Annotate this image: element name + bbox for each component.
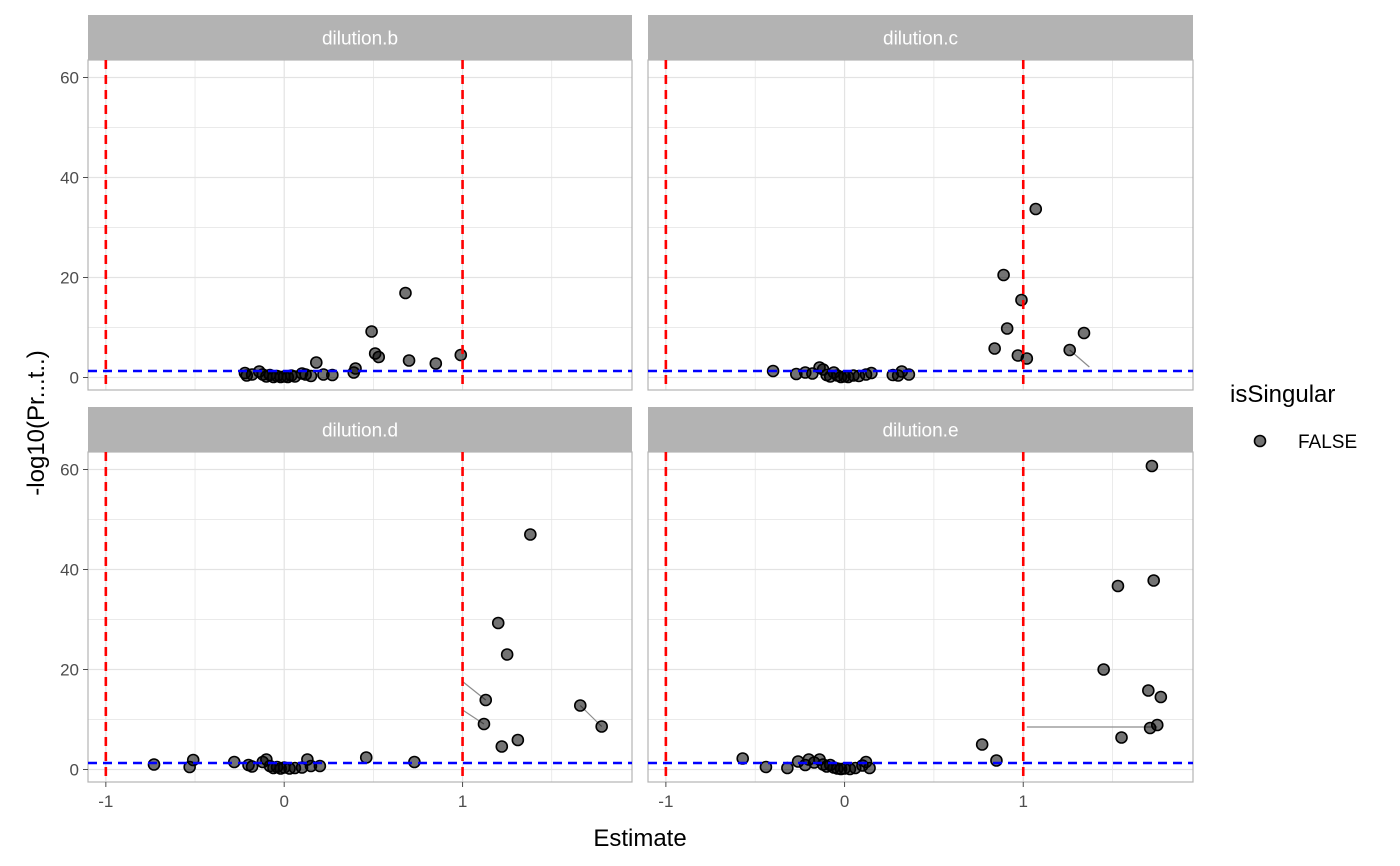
panel-border — [647, 451, 1194, 783]
data-point — [1097, 663, 1110, 676]
data-point — [365, 325, 378, 338]
facet-panel: dilution.e — [647, 407, 1194, 783]
x-tick-label: 0 — [279, 792, 288, 811]
y-tick-label: 20 — [60, 269, 79, 288]
data-point — [402, 354, 416, 367]
legend: isSingular FALSE — [1230, 381, 1357, 453]
legend-title: isSingular — [1230, 381, 1335, 408]
data-point — [349, 362, 362, 375]
x-axis-title: Estimate — [593, 825, 686, 852]
data-point — [997, 268, 1010, 282]
y-tick-label: 0 — [70, 369, 79, 388]
data-point — [1145, 459, 1159, 473]
data-point — [1029, 202, 1043, 216]
data-point — [1147, 574, 1160, 587]
x-tick-label: -1 — [658, 792, 673, 811]
y-tick-label: 60 — [60, 69, 79, 88]
data-point — [304, 369, 318, 383]
legend-label-false: FALSE — [1298, 432, 1357, 453]
facet-strip — [88, 15, 632, 60]
data-point — [372, 350, 386, 364]
data-point — [595, 720, 608, 733]
legend-key-point — [1253, 434, 1267, 448]
data-point — [429, 357, 443, 370]
data-point — [310, 356, 323, 369]
data-point — [865, 366, 878, 380]
data-point — [863, 761, 876, 775]
data-point — [1077, 326, 1091, 340]
data-point — [500, 648, 514, 661]
panel-border — [87, 59, 633, 391]
x-tick-label: 1 — [1019, 792, 1028, 811]
data-point — [147, 758, 161, 771]
facet-strip — [88, 407, 632, 452]
x-tick-label: 0 — [840, 792, 849, 811]
facet-strip — [648, 15, 1193, 60]
data-point — [511, 733, 525, 747]
data-point — [477, 717, 491, 731]
facet-panel: dilution.c — [647, 15, 1194, 391]
data-point — [359, 751, 373, 764]
facet-panel: dilution.b — [87, 15, 633, 391]
facet-strip-label: dilution.e — [882, 421, 958, 442]
data-point — [495, 740, 509, 753]
data-point — [454, 348, 468, 362]
x-tick-label: -1 — [98, 792, 113, 811]
x-tick-label: 1 — [458, 792, 467, 811]
panel-border — [87, 451, 633, 783]
y-tick-label: 60 — [60, 461, 79, 480]
data-point — [990, 754, 1003, 767]
data-point — [573, 699, 587, 712]
data-point — [1111, 579, 1125, 593]
data-point — [975, 738, 989, 751]
panels-layer: dilution.b dilution.c dilution.d dilution.e — [87, 15, 1194, 783]
data-point — [524, 528, 537, 541]
data-point — [1150, 718, 1164, 732]
data-point — [479, 693, 493, 707]
data-point — [1063, 343, 1077, 357]
data-point — [491, 616, 505, 630]
panel-border — [647, 59, 1194, 391]
axes-layer: 0 20 40 60 0 20 40 60 -1 0 1 -1 0 1 — [60, 69, 1028, 812]
facet-strip-label: dilution.b — [322, 29, 398, 50]
data-point — [1015, 293, 1028, 307]
y-tick-label: 40 — [60, 561, 79, 580]
data-point — [988, 342, 1001, 355]
y-tick-label: 40 — [60, 169, 79, 188]
data-point — [1115, 731, 1128, 744]
y-tick-label: 20 — [60, 661, 79, 680]
facet-strip — [648, 407, 1193, 452]
y-axis-title: -log10(Pr...t..) — [23, 350, 50, 495]
y-tick-label: 0 — [70, 761, 79, 780]
data-point — [1154, 690, 1168, 704]
data-point — [399, 286, 412, 300]
data-point — [1000, 322, 1014, 335]
facet-panel: dilution.d — [87, 407, 633, 783]
facet-strip-label: dilution.d — [322, 421, 398, 442]
facet-strip-label: dilution.c — [883, 29, 958, 50]
data-point — [1142, 684, 1155, 697]
